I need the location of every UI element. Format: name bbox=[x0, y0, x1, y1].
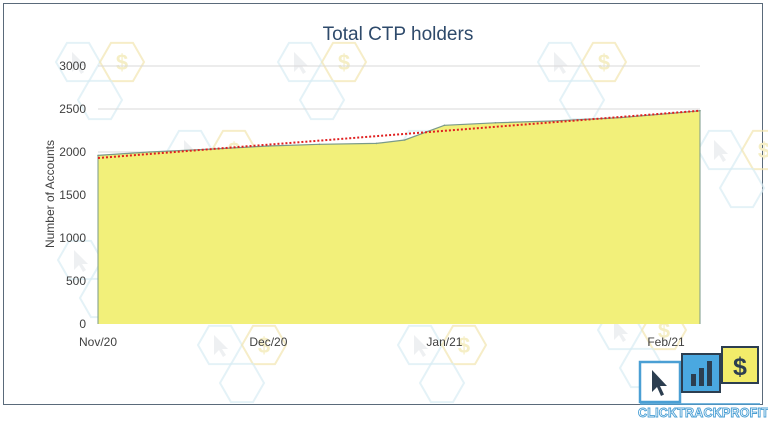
watermark-cursor-icon bbox=[554, 52, 568, 74]
bar-chart-icon-bar-3 bbox=[707, 361, 712, 386]
watermark-dollar-icon: $ bbox=[758, 138, 768, 163]
data-point bbox=[97, 154, 99, 157]
logo-icons: $ bbox=[638, 346, 760, 405]
watermark-cursor-icon bbox=[214, 335, 228, 357]
y-tick-label: 1000 bbox=[59, 231, 86, 245]
watermark-cursor-icon bbox=[414, 335, 428, 357]
watermark-cursor-icon bbox=[72, 52, 86, 74]
logo-dollar-box bbox=[721, 346, 759, 384]
bar-chart-icon bbox=[691, 374, 696, 386]
area-fill bbox=[98, 110, 700, 324]
x-tick-label: Jan/21 bbox=[426, 335, 462, 349]
data-point bbox=[148, 151, 150, 153]
watermark-hex bbox=[440, 324, 488, 366]
watermark-hex bbox=[580, 41, 628, 83]
axes: 0 500 1000 1500 2000 2500 3000 Nov/20 Dec/20 Jan/… bbox=[59, 59, 685, 349]
area-layer bbox=[97, 109, 701, 324]
watermark-cursor-icon bbox=[74, 250, 88, 272]
chart-title: Total CTP holders bbox=[323, 24, 474, 45]
x-tick-label: Feb/21 bbox=[647, 335, 685, 349]
y-axis-label: Number of Accounts bbox=[43, 140, 57, 248]
data-point bbox=[494, 122, 497, 124]
data-point bbox=[670, 112, 673, 115]
y-tick-label: 2500 bbox=[59, 102, 86, 116]
watermark-dollar-icon: $ bbox=[258, 333, 270, 358]
watermark-dollar-icon: $ bbox=[658, 318, 670, 343]
data-point bbox=[267, 145, 270, 147]
watermark-hex bbox=[558, 79, 606, 121]
watermark-dollar-icon: $ bbox=[116, 50, 128, 75]
watermark-dollar-icon: $ bbox=[338, 50, 350, 75]
watermark-hex bbox=[218, 362, 266, 404]
y-tick-label: 1500 bbox=[59, 188, 86, 202]
clicktrackprofit-logo: $ CLICKTRACKPROFIT bbox=[638, 346, 768, 424]
data-point bbox=[375, 142, 378, 145]
watermark-hex bbox=[98, 41, 146, 83]
data-point bbox=[443, 124, 446, 127]
trendline bbox=[97, 109, 701, 160]
y-tick-label: 3000 bbox=[59, 59, 86, 73]
watermark-dollar-icon: $ bbox=[458, 333, 470, 358]
cursor-icon bbox=[652, 370, 667, 396]
watermark-hex bbox=[76, 79, 124, 121]
watermark-hex bbox=[418, 362, 466, 404]
data-point bbox=[403, 139, 406, 141]
watermark-hex bbox=[740, 129, 768, 171]
y-tick-label: 500 bbox=[66, 274, 86, 288]
data-point bbox=[318, 143, 321, 146]
watermark-hex bbox=[718, 167, 766, 209]
y-tick-label: 0 bbox=[79, 317, 86, 331]
watermark-hex bbox=[320, 41, 368, 83]
watermark-cursor-icon bbox=[714, 140, 728, 162]
dollar-icon: $ bbox=[733, 353, 747, 381]
watermark-cursor-icon bbox=[294, 52, 308, 74]
data-point bbox=[699, 109, 701, 112]
trendline-layer bbox=[97, 109, 701, 160]
x-tick-label: Nov/20 bbox=[79, 335, 117, 349]
logo-wordmark: CLICKTRACKPROFIT bbox=[638, 406, 768, 421]
bar-chart-icon-bar-2 bbox=[699, 368, 704, 386]
x-tick-label: Dec/20 bbox=[249, 335, 287, 349]
watermark-dollar-icon: $ bbox=[598, 50, 610, 75]
watermark-cursor-icon bbox=[614, 320, 628, 342]
watermark-hex bbox=[240, 324, 288, 366]
watermark-hex bbox=[298, 79, 346, 121]
y-tick-label: 2000 bbox=[59, 145, 86, 159]
